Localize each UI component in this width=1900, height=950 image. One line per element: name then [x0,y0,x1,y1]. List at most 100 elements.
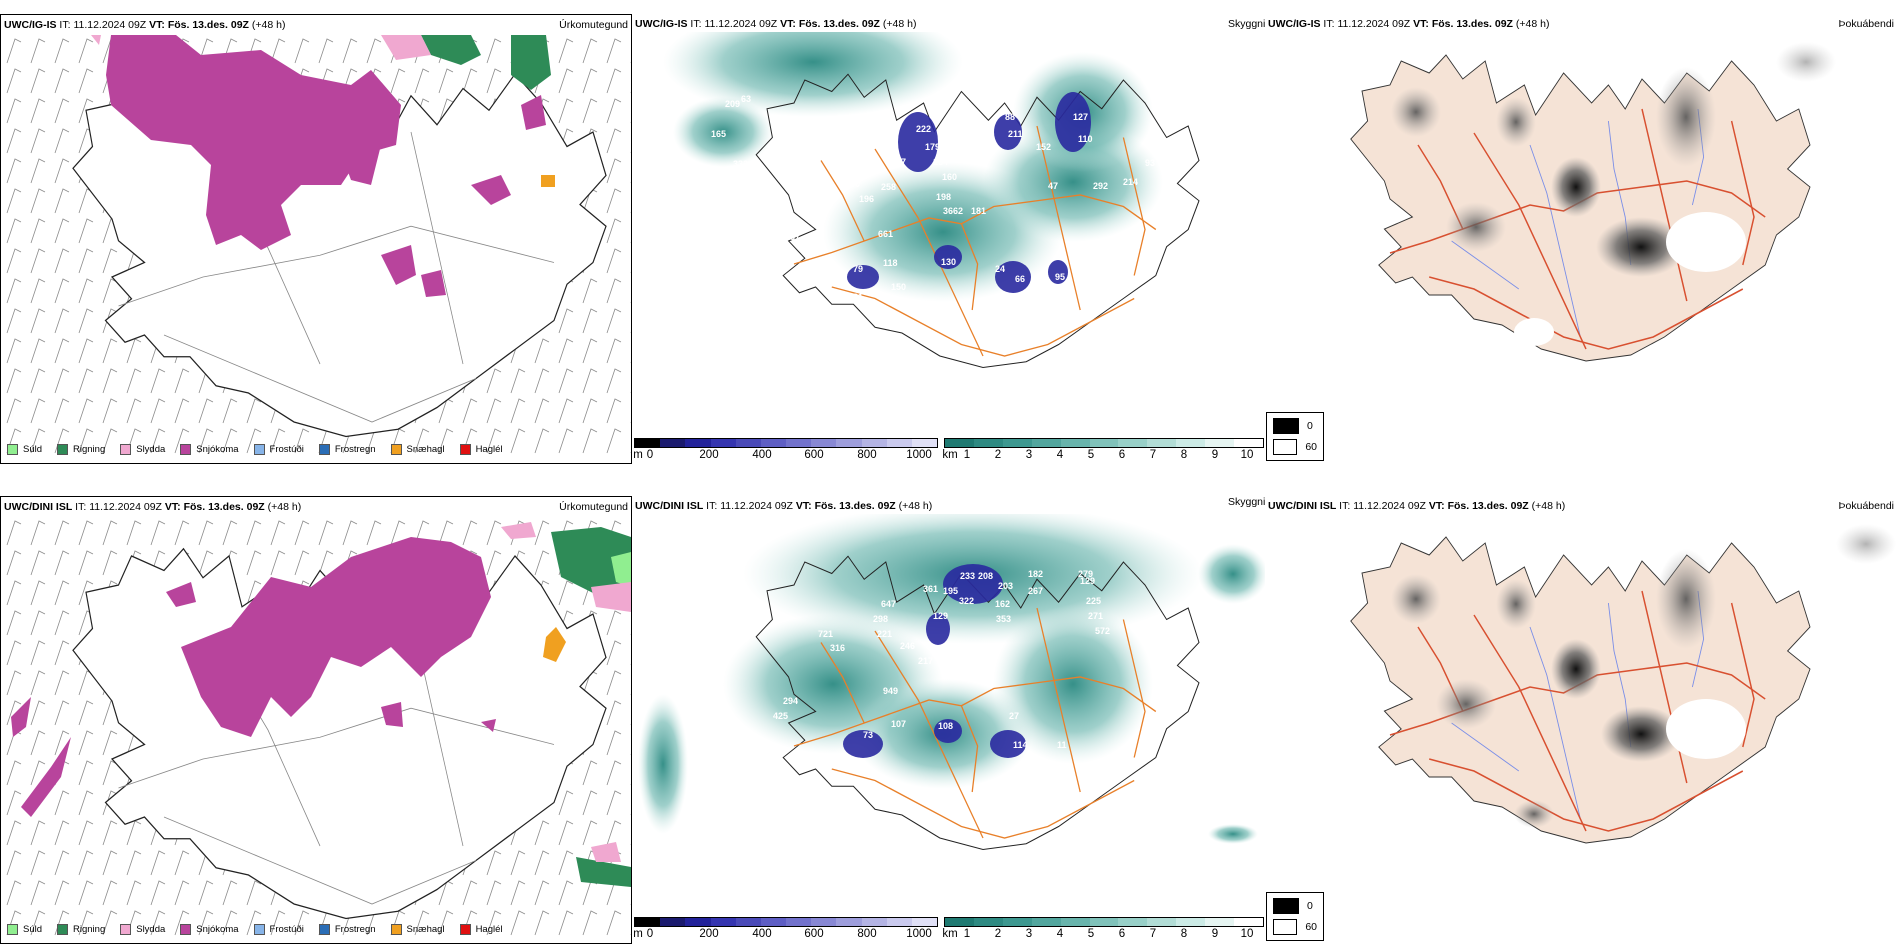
colorbar-tick: 1000 [906,928,932,940]
precip-map [1,517,631,937]
vis-value: 258 [881,182,896,192]
precip-panel-row1: UWC/IG-IS IT: 11.12.2024 09Z VT: Fös. 13… [0,14,632,464]
it-label: IT: [1339,500,1351,512]
colorbar-tick: 1000 [906,449,932,461]
vis-value: 130 [941,257,956,267]
legend-swatch [253,924,265,935]
fog-panel-row2: UWC/DINI ISL IT: 11.12.2024 09Z VT: Fös.… [1266,496,1900,888]
panel-title: UWC/DINI ISL IT: 11.12.2024 09Z VT: Fös.… [4,501,301,513]
ceiling-colorbar-row1: m 0 200 400 600 800 1000 [633,438,938,462]
colorbar-tick: 7 [1149,449,1157,461]
colorbar-tick: 8 [1180,449,1188,461]
legend-label: Súld [23,444,43,455]
snow-pellets-area [541,175,555,187]
visibility-colorbar-swatches [944,438,1264,448]
colorbar-tick: 3 [1025,449,1033,461]
vis-value: 661 [878,229,893,239]
lead-time: (+48 h) [1531,500,1566,512]
lead-time: (+48 h) [882,18,917,30]
it-label: IT: [75,501,87,513]
vis-value: 63 [741,94,751,104]
vt-value: Fös. 13.des. 09Z [798,18,880,30]
colorbar-tick: 1 [963,928,971,940]
colorbar-tick: 7 [1149,928,1157,940]
legend-item: Rigning [57,924,105,935]
ceiling-colorbar-swatches [634,438,938,448]
vis-value: 195 [943,586,958,596]
vis-value: 211 [1008,129,1023,139]
fog-swatch [1273,439,1298,455]
fog-legend-item: 60 [1273,439,1317,455]
fog-legend-row2: 0 60 [1266,892,1324,941]
it-label: IT: [59,19,71,31]
legend-swatch [459,444,471,455]
vis-value: 73 [863,730,873,740]
vis-value: 81 [853,292,863,302]
fog-swatch [1273,919,1298,935]
panel-kind-label: Þokuábendi [1838,18,1894,30]
fog-legend-row1: 0 60 [1266,412,1324,461]
drizzle-area [611,552,631,587]
panel-title: UWC/DINI ISL IT: 11.12.2024 09Z VT: Fös.… [635,500,932,512]
legend-swatch [459,924,471,935]
vis-value: 160 [942,172,957,182]
ceiling-colorbar-swatches [634,917,938,927]
vt-label: VT: [1413,18,1429,30]
vis-value: 47 [1048,181,1058,191]
legend-label: Frostregn [334,444,376,455]
vis-value: 129 [1080,576,1095,586]
low-visibility-area [638,514,1265,844]
legend-item: Haglél [459,444,503,455]
snow-area [106,35,546,297]
colorbar-tick: 2 [994,449,1002,461]
it-value: 11.12.2024 09Z [89,501,162,513]
panel-title: UWC/IG-IS IT: 11.12.2024 09Z VT: Fös. 13… [635,18,916,30]
legend-swatch [57,924,69,935]
vt-label: VT: [1428,500,1445,512]
vis-value: 118 [883,258,898,268]
sleet-area [381,35,431,60]
vt-value: Fös. 13.des. 09Z [167,19,249,31]
colorbar-tick: 10 [1240,928,1254,940]
precip-legend: Súld Rigning Slydda Snjókoma Frostúði Fr… [7,444,518,455]
legend-swatch [318,444,330,455]
colorbar-unit: km [942,928,958,940]
vis-value: 154 [933,157,948,167]
vis-value: 11 [1057,740,1067,750]
model-name: UWC/IG-IS [1268,18,1321,30]
it-label: IT: [1323,18,1335,30]
colorbar-tick: 5 [1087,928,1095,940]
colorbar-tick: 0 [646,928,654,940]
colorbar-tick: 200 [699,928,719,940]
vis-value: 107 [891,719,906,729]
vis-value: 274 [883,141,898,151]
vis-value: 66 [1015,274,1025,284]
vis-value: 196 [859,194,874,204]
colorbar-unit: m [633,449,643,461]
colorbar-tick: 0 [646,449,654,461]
legend-label: Snæhagl [406,924,445,935]
panel-title: UWC/IG-IS IT: 11.12.2024 09Z VT: Fös. 13… [4,19,285,31]
vis-value: 279 [1078,569,1093,579]
vis-value: 108 [938,721,953,731]
it-value: 11.12.2024 09Z [1337,18,1411,30]
vis-value: 110 [1078,134,1093,144]
ceiling-colorbar-row2: m 0 200 400 600 800 1000 [633,917,938,941]
low-visibility-area [663,32,1163,302]
legend-swatch [180,924,192,935]
legend-item: Snæhagl [390,924,445,935]
fog-legend-item: 0 [1273,898,1317,914]
legend-item: Slydda [120,924,165,935]
legend-label: Rigning [73,924,106,935]
legend-swatch [120,924,132,935]
panel-title: UWC/IG-IS IT: 11.12.2024 09Z VT: Fös. 13… [1268,18,1549,30]
legend-item: Slydda [120,444,165,455]
fog-legend-label: 0 [1307,420,1313,432]
fog-map [1350,42,1836,362]
vis-value: 949 [883,686,898,696]
vis-value: 405 [783,134,798,144]
colorbar-tick: 3 [1025,928,1033,940]
panel-kind-label: Þokuábendi [1838,500,1894,512]
fog-index-shading [1391,42,1836,346]
vis-value: 225 [1086,596,1101,606]
